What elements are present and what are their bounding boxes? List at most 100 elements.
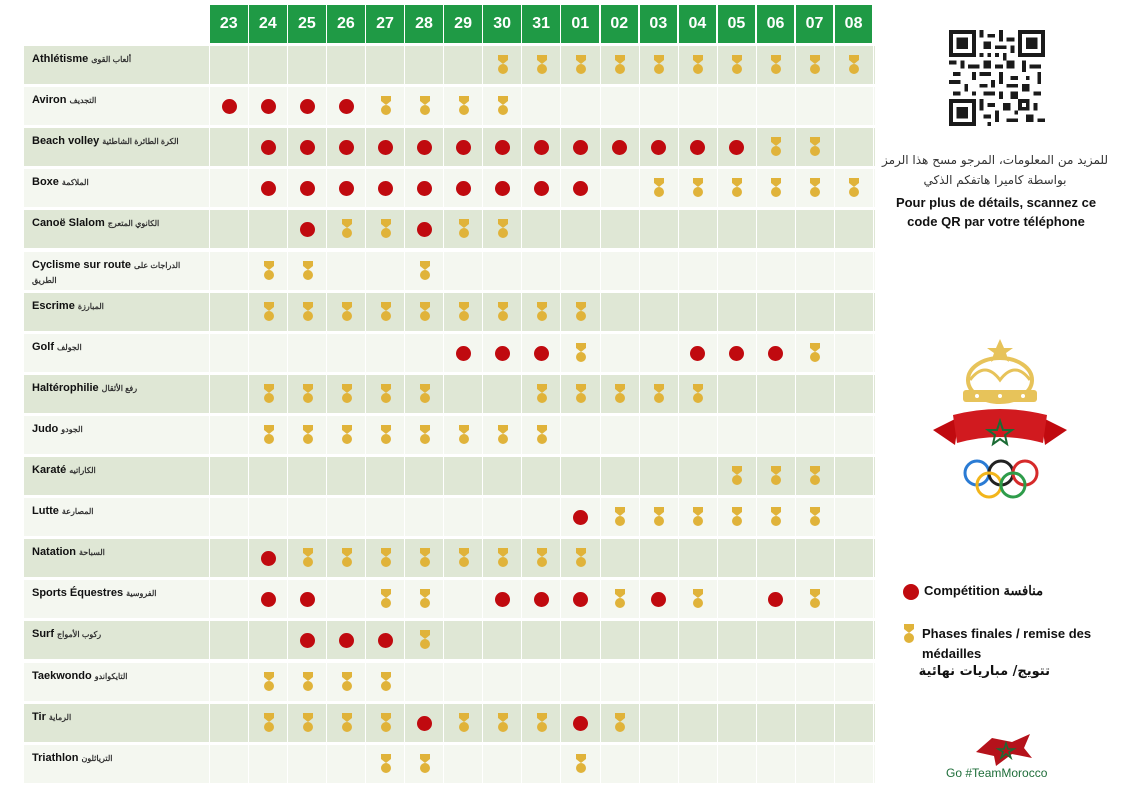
competition-dot (299, 633, 315, 649)
olympic-committee-emblem-icon (933, 339, 1067, 499)
competition-dot (572, 140, 588, 156)
day-header: 03 (639, 5, 678, 43)
medal-icon (341, 219, 352, 239)
sport-row: Boxe الملاكمة (24, 169, 875, 208)
medal-icon (380, 96, 391, 116)
day-header: 29 (444, 5, 482, 43)
medal-icon (497, 96, 508, 116)
medal-icon (654, 383, 665, 403)
medal-icon (575, 342, 586, 362)
finals-legend-label: Phases finales / remise des médailles (922, 626, 1092, 661)
medal-icon (536, 55, 547, 74)
sport-name: Karaté الكاراتيه (32, 464, 96, 476)
sport-row: Canoë Slalom الكانوي المتعرج (24, 210, 875, 249)
competition-dot (729, 345, 745, 361)
sport-row: Athlétisme ألعاب القوى (24, 46, 875, 84)
competition-dot (494, 140, 510, 156)
medal-icon (615, 712, 626, 732)
competition-legend-icon (903, 584, 919, 600)
sport-name-fr: Canoë Slalom (32, 217, 105, 230)
competition-dot (299, 140, 315, 156)
sport-name: Surf ركوب الأمواج (32, 628, 101, 640)
medal-icon (458, 96, 469, 116)
sport-name: Lutte المصارعة (32, 505, 93, 517)
medal-icon (810, 507, 821, 527)
medal-icon (263, 301, 274, 321)
medal-icon (654, 55, 665, 74)
sport-row: Beach volley الكرة الطائرة الشاطئية (24, 128, 875, 167)
medal-icon (302, 548, 313, 568)
sport-name: Golf الجولف (32, 341, 82, 353)
medal-icon (263, 712, 274, 732)
day-header: 27 (366, 5, 404, 43)
competition-dot (690, 140, 706, 156)
medal-icon (497, 219, 508, 239)
sport-name-fr: Golf (32, 340, 54, 353)
medal-icon (771, 507, 782, 527)
sport-name: Sports Équestres الفروسية (32, 587, 156, 599)
sport-name-fr: Taekwondo (32, 669, 92, 682)
medal-icon (693, 55, 704, 74)
sport-row: Aviron التجديف (24, 87, 875, 126)
sport-name-ar: التجديف (69, 96, 97, 106)
sport-name-fr: Judo (32, 422, 59, 435)
sport-name-ar: الترياثلون (81, 753, 113, 763)
competition-dot (299, 99, 315, 115)
day-header: 30 (483, 5, 521, 43)
medal-icon (536, 548, 547, 568)
competition-dot (651, 140, 667, 156)
competition-dot (338, 633, 354, 649)
medal-icon (497, 55, 508, 74)
day-header: 05 (717, 5, 756, 43)
medal-icon (341, 424, 352, 444)
medal-icon (341, 712, 352, 732)
info-text-french: Pour plus de détails, scannez ce code QR… (895, 195, 1097, 229)
sport-name-ar: المصارعة (61, 507, 94, 517)
day-header: 28 (405, 5, 443, 43)
medal-icon (458, 548, 469, 568)
competition-dot (377, 633, 393, 649)
sport-row: Escrime المبارزة (24, 292, 875, 331)
sport-name-fr: Karaté (32, 464, 67, 476)
sport-row: Cyclisme sur route الدراجات على الطريق (24, 251, 875, 290)
medal-icon (771, 137, 782, 157)
competition-dot (690, 345, 706, 361)
competition-dot (299, 222, 315, 238)
medal-icon (497, 424, 508, 444)
sport-name-ar: الكانوي المتعرج (107, 219, 160, 229)
medal-icon (575, 301, 586, 321)
sport-name: Natation السباحة (32, 546, 105, 558)
medal-icon (575, 55, 586, 74)
info-text-arabic: للمزيد من المعلومات، المرجو مسح هذا الرم… (881, 153, 1109, 187)
medal-icon (380, 589, 391, 609)
competition-dot (494, 181, 510, 197)
competition-dot (338, 99, 354, 115)
medal-icon (615, 589, 626, 609)
medal-icon (302, 424, 313, 444)
day-header: 04 (678, 5, 717, 43)
sport-name-ar: الفروسية (126, 589, 157, 599)
sport-name-fr: Natation (32, 546, 76, 559)
medal-icon (419, 96, 430, 116)
medal-icon (302, 383, 313, 403)
day-header: 06 (756, 5, 795, 43)
medal-icon (302, 671, 313, 691)
day-header: 24 (249, 5, 287, 43)
qr-code-icon[interactable] (949, 30, 1045, 126)
sport-name: Judo الجودو (32, 423, 83, 435)
sport-name-ar: الرماية (48, 712, 72, 722)
day-header: 08 (834, 5, 873, 43)
sport-name: Beach volley الكرة الطائرة الشاطئية (32, 135, 179, 147)
day-header: 23 (210, 5, 248, 43)
medal-icon (263, 671, 274, 691)
hashtag-label: Go #TeamMorocco (946, 766, 1048, 780)
medal-icon (810, 178, 821, 198)
medal-icon (810, 137, 821, 157)
sport-name: Escrime المبارزة (32, 300, 104, 312)
competition-dot (612, 140, 628, 156)
sport-row: Taekwondo التايكواندو (24, 662, 875, 701)
medal-icon (771, 466, 782, 485)
competition-dot (260, 551, 276, 567)
sport-name-fr: Tir (32, 710, 46, 723)
sport-name-ar: الجودو (61, 424, 83, 434)
